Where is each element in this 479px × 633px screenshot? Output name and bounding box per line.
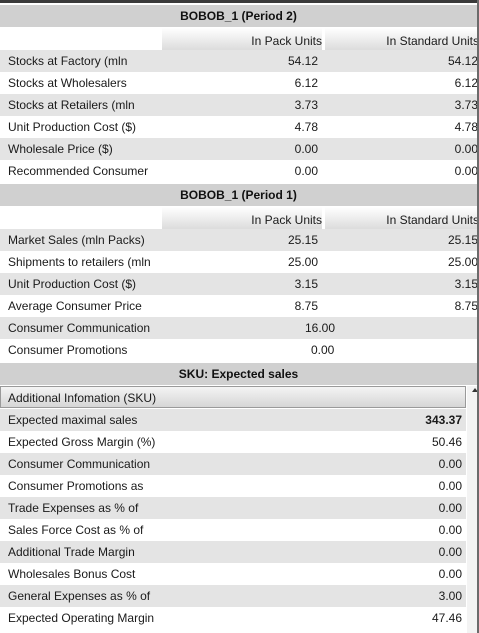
table-row: Average Consumer Price 8.75 8.75 [0, 295, 479, 317]
expected-value: 50.46 [431, 435, 462, 449]
row-label: Shipments to retailers (mln [8, 255, 151, 269]
table-row: Expected Operating Margin 47.46 [0, 607, 466, 629]
table-row: Consumer Communication 0.00 [0, 453, 466, 475]
section-header-period-1: BOBOB_1 (Period 1) [0, 184, 477, 206]
table-row: Shipments to retailers (mln 25.00 25.00 [0, 251, 479, 273]
standard-units-value: 54.12 [447, 54, 478, 68]
table-row: Expected maximal sales 343.37 [0, 409, 466, 431]
row-label: Unit Production Cost ($) [8, 120, 137, 134]
column-header-standard-units: In Standard Units [325, 207, 479, 229]
row-label: General Expenses as % of [8, 589, 151, 603]
table-row: Consumer Promotions as 0.00 [0, 475, 466, 497]
row-label: Consumer Communication [8, 321, 151, 335]
column-header-standard-units: In Standard Units [325, 28, 479, 50]
expected-value: 0.00 [438, 501, 462, 515]
pack-units-value: 0.00 [294, 142, 318, 156]
row-label: Average Consumer Price [8, 299, 142, 313]
expected-value: 0.00 [438, 479, 462, 493]
expected-value: 0.00 [438, 567, 462, 581]
expected-value: 343.37 [425, 413, 462, 427]
standard-units-value: 4.78 [454, 120, 478, 134]
additional-information-label: Additional Infomation (SKU) [8, 391, 157, 405]
merged-value: 16.00 [304, 321, 336, 335]
pack-units-value: 6.12 [294, 76, 318, 90]
row-label: Wholesale Price ($) [8, 142, 113, 156]
standard-units-value: 6.12 [454, 76, 478, 90]
table-row: Additional Trade Margin 0.00 [0, 541, 466, 563]
column-header-row: In Pack Units In Standard Units [0, 28, 479, 50]
standard-units-value: 3.15 [454, 277, 478, 291]
row-label: Consumer Communication [8, 457, 151, 471]
merged-value: 0.00 [311, 343, 335, 357]
table-row: Sales Force Cost as % of 0.00 [0, 519, 466, 541]
table-row: Stocks at Factory (mln 54.12 54.12 [0, 50, 479, 72]
table-row: Unit Production Cost ($) 4.78 4.78 [0, 116, 479, 138]
row-label: Market Sales (mln Packs) [8, 233, 145, 247]
expected-value: 47.46 [431, 611, 462, 625]
column-header-pack-units: In Pack Units [162, 207, 322, 229]
table-row: Wholesales Bonus Cost 0.00 [0, 563, 466, 585]
pack-units-value: 25.00 [287, 255, 318, 269]
table-row: Stocks at Retailers (mln 3.73 3.73 [0, 94, 479, 116]
table-row: Wholesale Price ($) 0.00 0.00 [0, 138, 479, 160]
scrollbar[interactable] [467, 386, 477, 633]
pack-units-value: 3.15 [294, 277, 318, 291]
table-row: Stocks at Wholesalers 6.12 6.12 [0, 72, 479, 94]
additional-information-header[interactable]: Additional Infomation (SKU) [0, 386, 466, 408]
pack-units-value: 25.15 [287, 233, 318, 247]
section-header-expected-sales: SKU: Expected sales [0, 363, 477, 385]
pack-units-value: 8.75 [294, 299, 318, 313]
table-row: Recommended Consumer 0.00 0.00 [0, 160, 479, 182]
right-border [477, 0, 479, 633]
scroll-up-arrow-icon[interactable] [472, 388, 478, 392]
top-border [0, 0, 479, 3]
row-label: Recommended Consumer [8, 164, 149, 178]
standard-units-value: 25.15 [447, 233, 478, 247]
table-row: Unit Production Cost ($) 3.15 3.15 [0, 273, 479, 295]
standard-units-value: 3.73 [454, 98, 478, 112]
table-row: Consumer Communication 16.00 [0, 317, 479, 339]
row-label: Sales Force Cost as % of [8, 523, 144, 537]
standard-units-value: 0.00 [454, 142, 478, 156]
table-row: Trade Expenses as % of 0.00 [0, 497, 466, 519]
table-row: Market Sales (mln Packs) 25.15 25.15 [0, 229, 479, 251]
row-label: Expected Gross Margin (%) [8, 435, 156, 449]
standard-units-value: 8.75 [454, 299, 478, 313]
pack-units-value: 0.00 [294, 164, 318, 178]
expected-value: 0.00 [438, 523, 462, 537]
expected-value: 0.00 [438, 545, 462, 559]
row-label: Unit Production Cost ($) [8, 277, 137, 291]
pack-units-value: 54.12 [287, 54, 318, 68]
expected-value: 0.00 [438, 457, 462, 471]
row-label: Expected maximal sales [8, 413, 138, 427]
table-row: General Expenses as % of 3.00 [0, 585, 466, 607]
table-row: Expected Gross Margin (%) 50.46 [0, 431, 466, 453]
standard-units-value: 0.00 [454, 164, 478, 178]
row-label: Consumer Promotions as [8, 479, 144, 493]
standard-units-value: 25.00 [447, 255, 478, 269]
row-label: Expected Operating Margin [8, 611, 155, 625]
row-label: Consumer Promotions [8, 343, 128, 357]
row-label: Wholesales Bonus Cost [8, 567, 136, 581]
row-label: Trade Expenses as % of [8, 501, 139, 515]
row-label: Stocks at Wholesalers [8, 76, 127, 90]
table-row: Consumer Promotions 0.00 [0, 339, 479, 361]
row-label: Stocks at Retailers (mln [8, 98, 135, 112]
row-label: Additional Trade Margin [8, 545, 135, 559]
column-header-pack-units: In Pack Units [162, 28, 322, 50]
row-label: Stocks at Factory (mln [8, 54, 128, 68]
section-header-period-2: BOBOB_1 (Period 2) [0, 5, 477, 27]
column-header-row: In Pack Units In Standard Units [0, 207, 479, 229]
expected-value: 3.00 [438, 589, 462, 603]
pack-units-value: 3.73 [294, 98, 318, 112]
pack-units-value: 4.78 [294, 120, 318, 134]
